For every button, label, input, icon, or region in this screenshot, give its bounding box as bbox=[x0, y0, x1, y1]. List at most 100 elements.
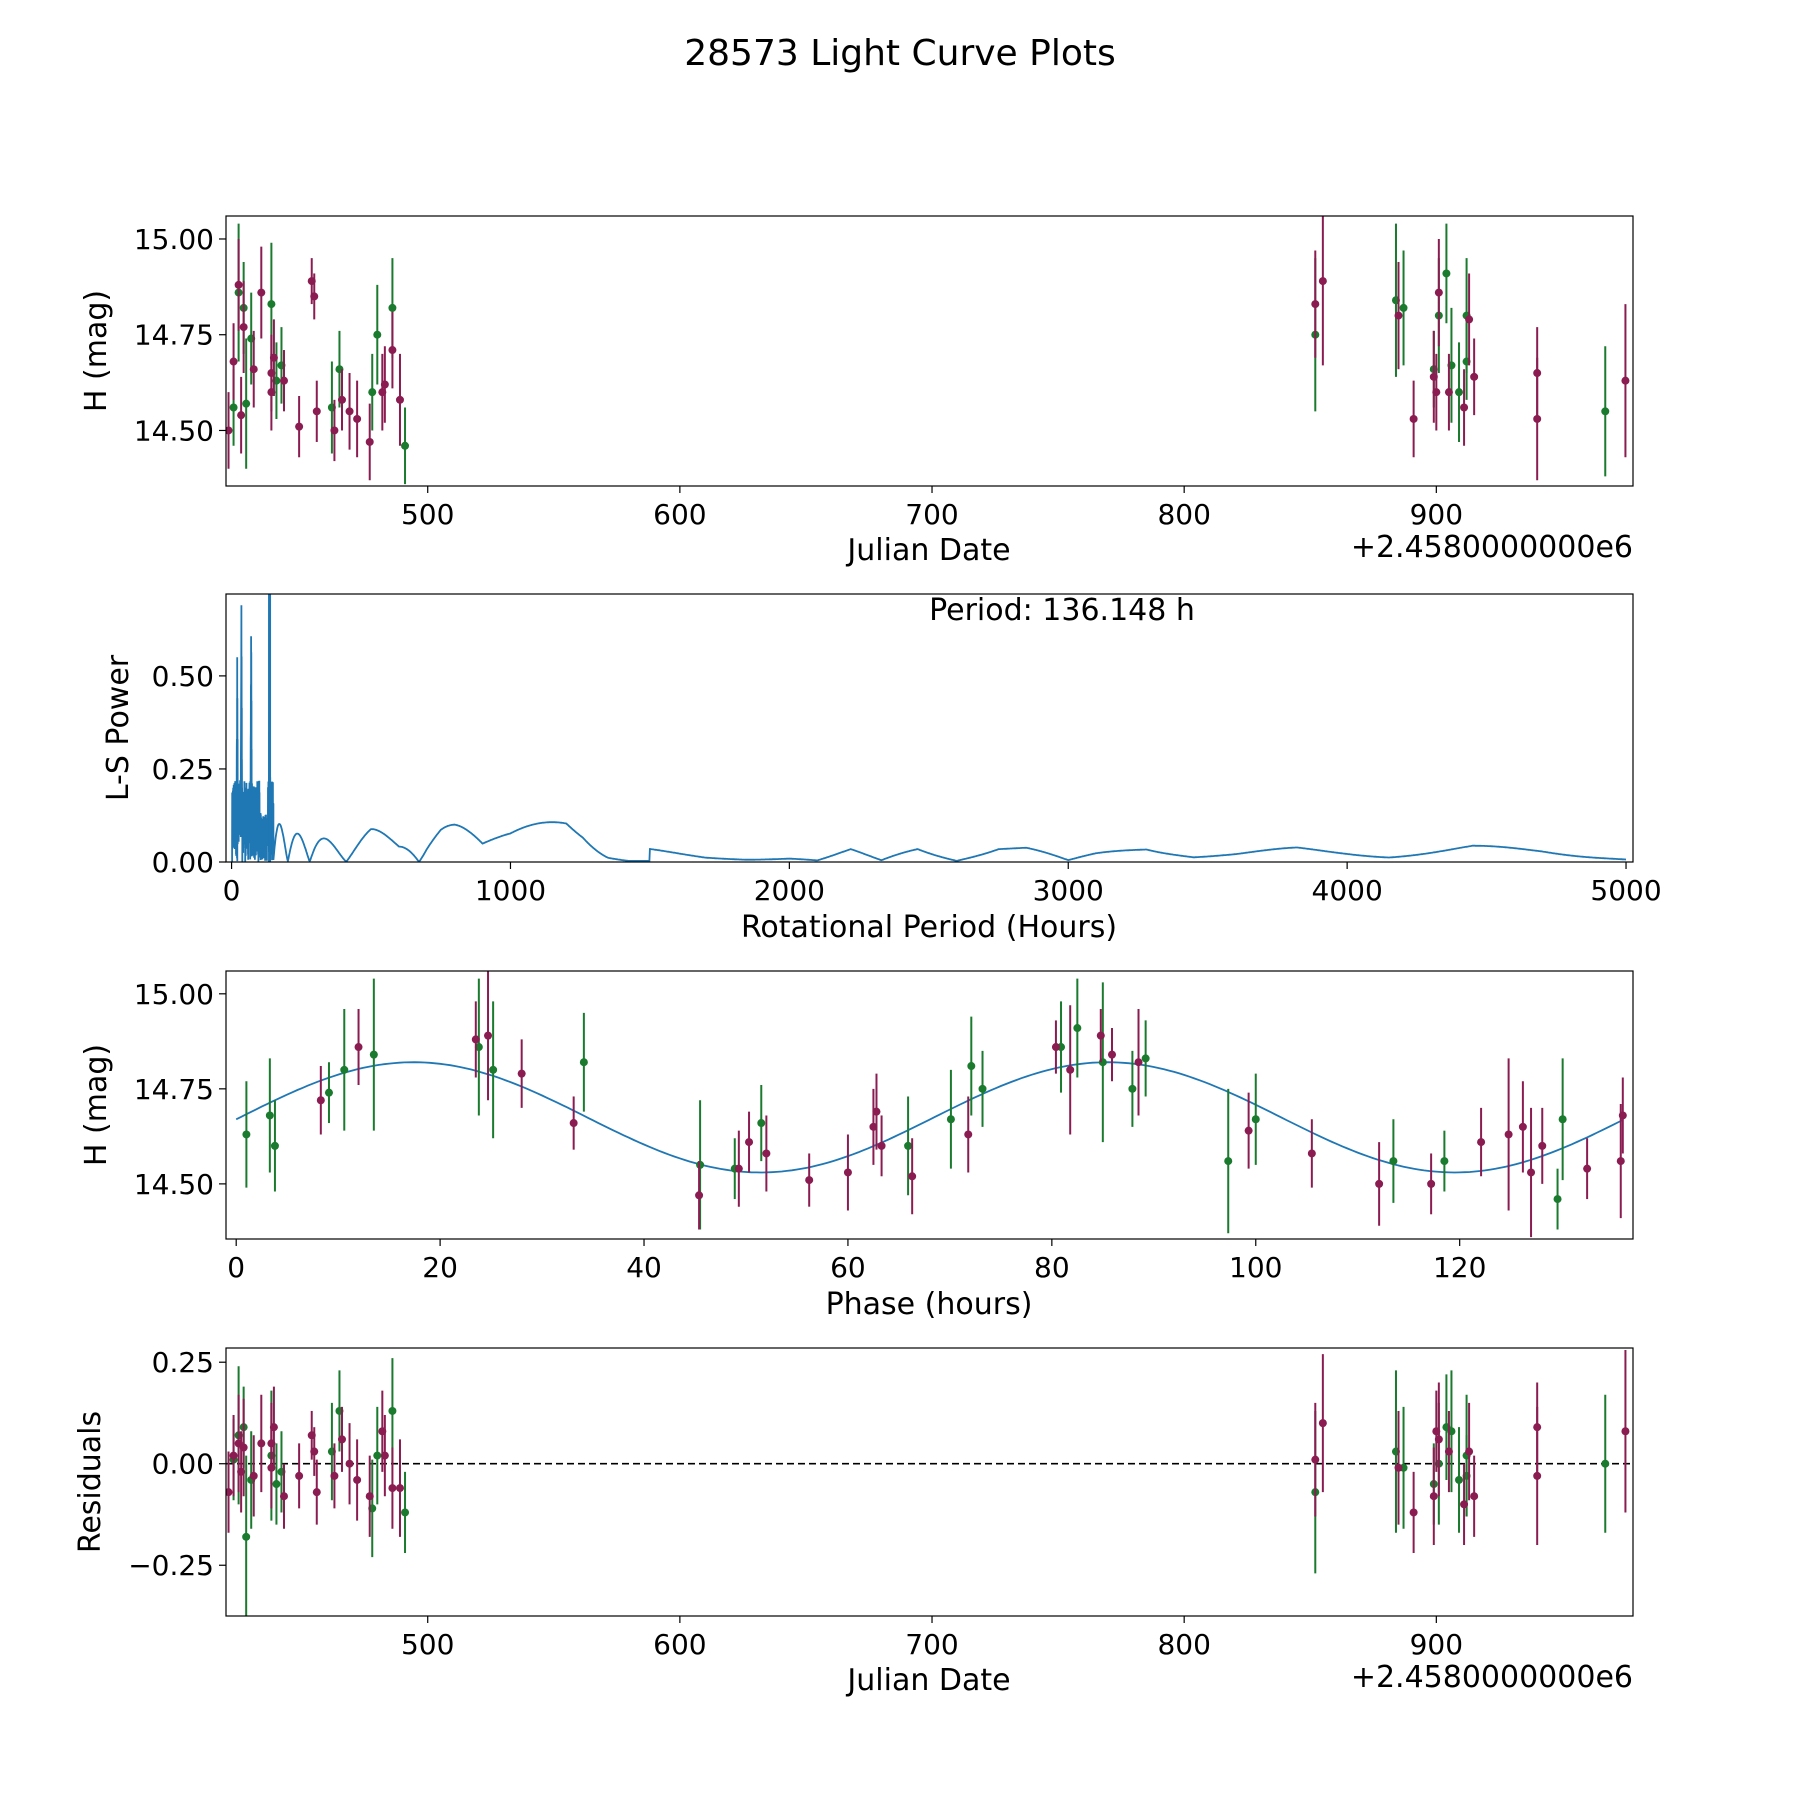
data-point-green bbox=[1558, 1115, 1567, 1124]
data-point-purple bbox=[1409, 414, 1418, 423]
residuals-panel: 500 600 700 800 900 −0.25 0.00 0.25 Julian Date… bbox=[73, 1346, 1634, 1698]
y-tick-label: −0.25 bbox=[128, 1549, 214, 1582]
data-point-purple bbox=[471, 1035, 480, 1044]
y-tick-label: 15.00 bbox=[134, 978, 214, 1011]
data-point-green bbox=[373, 1451, 382, 1460]
data-point-purple bbox=[1538, 1141, 1547, 1150]
data-point-purple bbox=[310, 292, 319, 301]
data-point-purple bbox=[237, 411, 246, 420]
data-point-purple bbox=[1311, 300, 1320, 309]
x-tick-label: 1000 bbox=[475, 874, 546, 907]
data-point-green bbox=[340, 1065, 349, 1074]
data-point-purple bbox=[1621, 1427, 1630, 1436]
x-tick-label: 0 bbox=[227, 1251, 245, 1284]
period-annotation: Period: 136.148 h bbox=[929, 593, 1195, 628]
phase-folded-axes-frame bbox=[225, 970, 1634, 1240]
data-point-purple bbox=[843, 1168, 852, 1177]
data-point-green bbox=[368, 388, 377, 397]
data-point-purple bbox=[734, 1164, 743, 1173]
data-point-purple bbox=[353, 1475, 362, 1484]
data-point-purple bbox=[569, 1119, 578, 1128]
data-point-green bbox=[272, 1480, 281, 1489]
x-tick-label: 100 bbox=[1229, 1251, 1282, 1284]
x-tick-label: 900 bbox=[1410, 498, 1463, 531]
data-point-purple bbox=[1427, 1179, 1436, 1188]
x-tick-label: 2000 bbox=[754, 874, 825, 907]
data-point-green bbox=[946, 1115, 955, 1124]
plot-area bbox=[226, 216, 1630, 485]
data-point-purple bbox=[1051, 1043, 1060, 1052]
data-point-purple bbox=[365, 1492, 374, 1501]
data-point-green bbox=[270, 1141, 279, 1150]
data-point-purple bbox=[269, 1423, 278, 1432]
light-curve-offset-text: +2.4580000000e6 bbox=[1351, 530, 1633, 565]
data-point-green bbox=[904, 1141, 913, 1150]
x-tick-label: 40 bbox=[626, 1251, 662, 1284]
data-point-purple bbox=[1460, 1500, 1469, 1509]
light-curve-axes-frame bbox=[225, 215, 1634, 487]
light-curve-y-label: H (mag) bbox=[79, 290, 114, 412]
x-tick-label: 700 bbox=[905, 498, 958, 531]
data-point-purple bbox=[1394, 311, 1403, 320]
data-point-purple bbox=[395, 1484, 404, 1493]
data-point-purple bbox=[1244, 1126, 1253, 1135]
data-point-green bbox=[1389, 1157, 1398, 1166]
data-point-green bbox=[242, 1130, 251, 1139]
data-point-green bbox=[1442, 269, 1451, 278]
data-point-green bbox=[1553, 1195, 1562, 1204]
data-point-purple bbox=[1618, 1111, 1627, 1120]
data-point-purple bbox=[229, 1451, 238, 1460]
data-point-purple bbox=[908, 1172, 917, 1181]
data-point-purple bbox=[269, 353, 278, 362]
data-point-purple bbox=[1621, 376, 1630, 385]
phase-folded-y-label: H (mag) bbox=[79, 1044, 114, 1166]
light-curve-x-label: Julian Date bbox=[845, 533, 1010, 568]
x-tick-label: 700 bbox=[905, 1628, 958, 1661]
plot-area bbox=[226, 1350, 1633, 1616]
data-point-purple bbox=[872, 1107, 881, 1116]
data-point-purple bbox=[316, 1096, 325, 1105]
data-point-purple bbox=[762, 1149, 771, 1158]
data-point-purple bbox=[1616, 1157, 1625, 1166]
data-point-purple bbox=[388, 346, 397, 355]
data-point-green bbox=[1251, 1115, 1260, 1124]
data-point-purple bbox=[239, 323, 248, 332]
data-point-purple bbox=[345, 1459, 354, 1468]
data-point-green bbox=[388, 303, 397, 312]
data-point-purple bbox=[279, 376, 288, 385]
data-point-green bbox=[1601, 1459, 1610, 1468]
residuals-axes-frame bbox=[225, 1347, 1634, 1617]
periodogram-panel: 0 1000 2000 3000 4000 5000 0.00 0.25 0.50 Rotati… bbox=[101, 593, 1662, 945]
y-tick-label: 14.50 bbox=[134, 1168, 214, 1201]
data-point-green bbox=[1141, 1054, 1150, 1063]
data-point-green bbox=[1455, 1475, 1464, 1484]
data-point-green bbox=[474, 1043, 483, 1052]
x-tick-label: 120 bbox=[1433, 1251, 1486, 1284]
data-point-green bbox=[265, 1111, 274, 1120]
data-point-purple bbox=[1465, 315, 1474, 324]
data-point-purple bbox=[1375, 1179, 1384, 1188]
data-point-purple bbox=[337, 1435, 346, 1444]
data-point-purple bbox=[1518, 1122, 1527, 1131]
data-point-purple bbox=[226, 1488, 233, 1497]
figure-title: 28573 Light Curve Plots bbox=[684, 33, 1116, 74]
data-point-purple bbox=[365, 437, 374, 446]
y-tick-label: 15.00 bbox=[134, 223, 214, 256]
y-tick-label: 14.75 bbox=[134, 1073, 214, 1106]
x-tick-label: 900 bbox=[1410, 1628, 1463, 1661]
data-point-purple bbox=[312, 407, 321, 416]
data-point-purple bbox=[745, 1138, 754, 1147]
data-point-green bbox=[1440, 1157, 1449, 1166]
data-point-purple bbox=[1470, 372, 1479, 381]
y-tick-label: 0.25 bbox=[152, 753, 214, 786]
periodogram-x-label: Rotational Period (Hours) bbox=[741, 910, 1117, 945]
data-point-purple bbox=[330, 1471, 339, 1480]
data-point-purple bbox=[337, 395, 346, 404]
data-point-purple bbox=[1434, 288, 1443, 297]
data-point-purple bbox=[1394, 1463, 1403, 1472]
data-point-green bbox=[1073, 1024, 1082, 1033]
x-tick-label: 500 bbox=[401, 498, 454, 531]
data-point-green bbox=[1399, 303, 1408, 312]
phase-folded-x-label: Phase (hours) bbox=[826, 1287, 1033, 1322]
